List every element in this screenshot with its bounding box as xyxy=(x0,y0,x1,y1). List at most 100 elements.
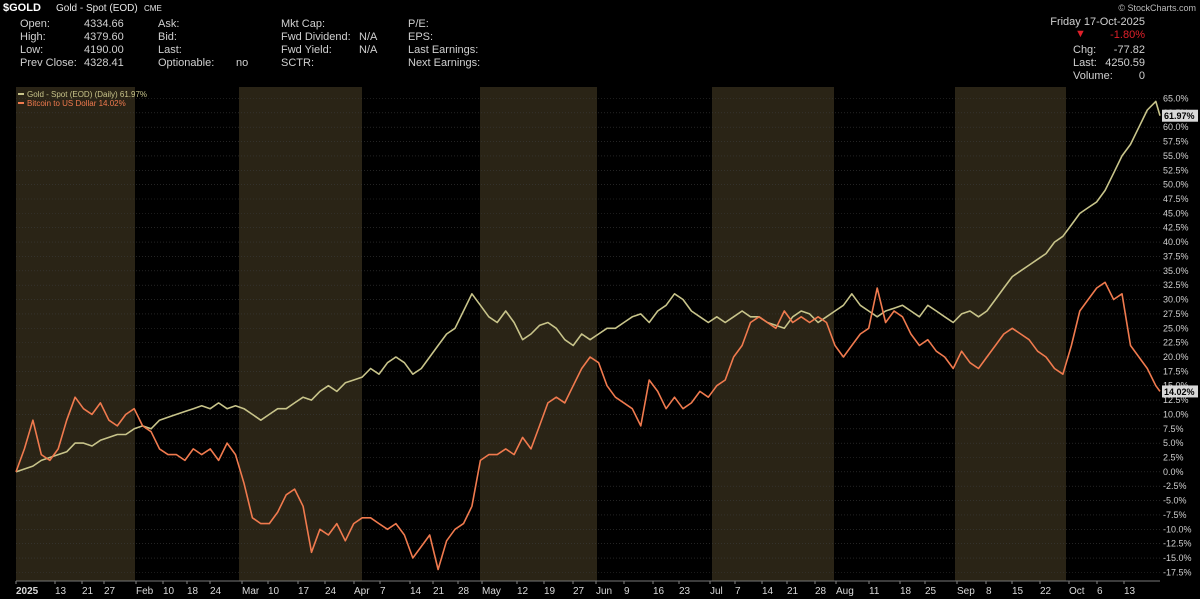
x-tick-label: Mar xyxy=(242,586,260,597)
performance-chart[interactable]: 65.0% 6 2.5% 60.0% 57.5% 55.0% 52.5% 50.0% 47.5%… xyxy=(0,87,1200,599)
x-tick-label: Aug xyxy=(836,586,854,597)
bitcoin-series-line[interactable] xyxy=(15,281,1161,571)
y-tick-label: 30.0% xyxy=(1163,295,1189,305)
x-tick-label: 19 xyxy=(544,586,556,597)
volume-label: Volume: xyxy=(1073,70,1113,82)
ask-label: Ask: xyxy=(158,18,180,30)
y-tick-label: 2.5% xyxy=(1163,453,1184,463)
x-tick-label: 17 xyxy=(298,586,310,597)
last-value-labels: 61.97% 14.02% xyxy=(1162,109,1198,398)
x-tick-label: 6 xyxy=(1097,586,1103,597)
last-value: 4250.59 xyxy=(1105,57,1145,69)
x-tick-label: 12 xyxy=(517,586,529,597)
y-tick-label: -5.0% xyxy=(1163,496,1187,506)
y-tick-label: 27.5% xyxy=(1163,309,1189,319)
fwd-dividend-label: Fwd Dividend: xyxy=(281,31,351,43)
x-tick-label: 13 xyxy=(1124,586,1136,597)
y-tick-label: 17.5% xyxy=(1163,366,1189,376)
y-tick-label: -10.0% xyxy=(1163,524,1192,534)
y-tick-label: 7.5% xyxy=(1163,424,1184,434)
y-tick-label: 20.0% xyxy=(1163,352,1189,362)
x-tick-label: 16 xyxy=(653,586,665,597)
last-earnings-label: Last Earnings: xyxy=(408,44,479,56)
x-tick-label: 14 xyxy=(762,586,774,597)
month-bands xyxy=(16,87,1160,581)
source-credit[interactable]: © StockCharts.com xyxy=(1118,3,1196,13)
mktcap-label: Mkt Cap: xyxy=(281,18,326,30)
quote-date: Friday 17-Oct-2025 xyxy=(1050,16,1145,28)
month-band-Oct xyxy=(1066,87,1160,581)
exchange-label: CME xyxy=(144,4,162,13)
low-value: 4190.00 xyxy=(84,44,124,56)
x-tick-label: 21 xyxy=(787,586,799,597)
last-value-label: 14.02% xyxy=(1164,387,1195,397)
open-value: 4334.66 xyxy=(84,18,124,30)
last-value-box xyxy=(1162,109,1198,122)
open-label: Open: xyxy=(20,18,50,30)
volume-value: 0 xyxy=(1138,70,1145,82)
chg-value: -77.82 xyxy=(1113,44,1145,56)
quote-panel: Open: 4334.66 High: 4379.60 Low: 4190.00… xyxy=(0,16,1200,87)
optionable-label: Optionable: xyxy=(158,57,215,69)
y-tick-label: -12.5% xyxy=(1163,539,1192,549)
y-tick-label: 50.0% xyxy=(1163,180,1189,190)
chart-legend: Gold - Spot (EOD) (Daily) 61.97%Bitcoin … xyxy=(18,90,147,108)
month-band-Mar xyxy=(239,87,362,581)
x-tick-label: 18 xyxy=(900,586,912,597)
bid-label: Bid: xyxy=(158,31,177,43)
y-tick-label: 40.0% xyxy=(1163,237,1189,247)
y-tick-label: 65.0% xyxy=(1163,93,1189,103)
x-tick-label: 27 xyxy=(573,586,585,597)
series-lines xyxy=(15,100,1161,571)
x-tick-label: Jun xyxy=(596,586,612,597)
y-tick-label: 57.5% xyxy=(1163,137,1189,147)
x-tick-label: May xyxy=(482,586,501,597)
y-tick-label: 5.0% xyxy=(1163,438,1184,448)
y-tick-label: -15.0% xyxy=(1163,553,1192,563)
y-tick-label: 12.5% xyxy=(1163,395,1189,405)
last-value-label: 61.97% xyxy=(1164,111,1195,121)
prev-close-value: 4328.41 xyxy=(84,57,124,69)
x-tick-label: 11 xyxy=(869,586,880,597)
x-tick-label: Jul xyxy=(710,586,723,597)
high-value: 4379.60 xyxy=(84,31,124,43)
y-axis-labels: 65.0%62.5%60.0%57.5%55.0%52.5%50.0%47.5%… xyxy=(1163,93,1192,577)
x-tick-label: 28 xyxy=(815,586,827,597)
eps-label: EPS: xyxy=(408,31,434,43)
y-tick-label: 35.0% xyxy=(1163,266,1189,276)
month-band-Jul xyxy=(712,87,834,581)
fwd-yield-label: Fwd Yield: xyxy=(281,44,332,56)
x-tick-label: 18 xyxy=(187,586,199,597)
x-tick-label: 25 xyxy=(925,586,937,597)
month-band-Jun xyxy=(597,87,712,581)
month-band-Jan xyxy=(16,87,135,581)
x-tick-label: Feb xyxy=(136,586,154,597)
x-tick-label: 8 xyxy=(986,586,992,597)
ticker-symbol[interactable]: $GOLD xyxy=(3,2,41,14)
y-tick-label: 25.0% xyxy=(1163,323,1189,333)
legend-entry: Gold - Spot (EOD) (Daily) 61.97% xyxy=(27,90,147,99)
low-label: Low: xyxy=(20,44,44,56)
month-band-May xyxy=(480,87,597,581)
x-tick-label: 24 xyxy=(325,586,337,597)
x-tick-label: 28 xyxy=(458,586,470,597)
down-arrow-icon: ▼ xyxy=(1075,28,1086,40)
x-tick-label: 21 xyxy=(433,586,445,597)
prev-close-label: Prev Close: xyxy=(20,57,77,69)
gold-series-line[interactable] xyxy=(15,100,1161,473)
y-tick-label: 52.5% xyxy=(1163,165,1189,175)
x-tick-label: 23 xyxy=(679,586,691,597)
x-tick-label: 27 xyxy=(104,586,116,597)
legend-entry: Bitcoin to US Dollar 14.02% xyxy=(27,99,126,108)
x-tick-label: 7 xyxy=(735,586,741,597)
optionable-value: no xyxy=(236,57,249,69)
y-tick-label: 10.0% xyxy=(1163,409,1189,419)
x-tick-label: 9 xyxy=(624,586,630,597)
month-band-Apr xyxy=(362,87,480,581)
y-tick-label: -7.5% xyxy=(1163,510,1187,520)
y-tick-label: 32.5% xyxy=(1163,280,1189,290)
fwd-dividend-value: N/A xyxy=(359,31,378,43)
fwd-yield-value: N/A xyxy=(359,44,378,56)
last-label: Last: xyxy=(158,44,182,56)
x-tick-label: 14 xyxy=(410,586,422,597)
